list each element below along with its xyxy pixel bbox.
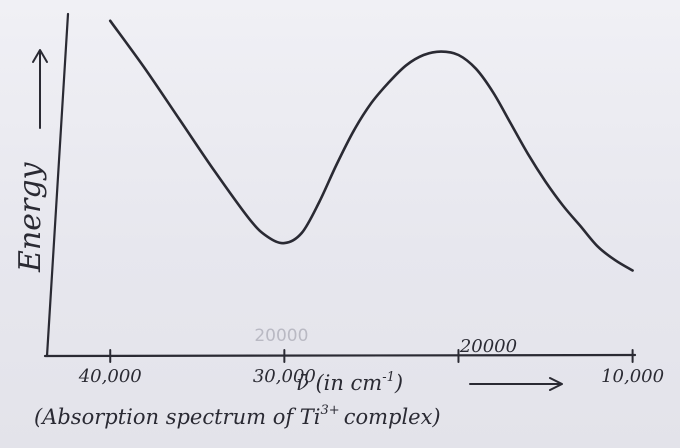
data-point [614,259,616,261]
data-point [284,242,286,244]
data-point [545,181,547,183]
data-point [144,68,146,70]
x-tick-label: 10,000 [601,366,664,387]
data-point [632,270,634,272]
x-axis-label-superscript: -1 [382,370,395,385]
data-point [440,51,442,53]
data-point [249,218,251,220]
series [109,20,633,271]
data-point [493,92,495,94]
data-point [405,65,407,67]
data-point [214,171,216,173]
data-point [353,130,355,132]
caption-superscript: 3+ [321,403,340,418]
data-point [266,236,268,238]
data-point [388,82,390,84]
data-point [318,201,320,203]
x-axis-label-text: ν̄ (in cm [296,371,382,395]
data-point [562,205,564,207]
caption-end: complex) [344,405,441,429]
x-tick-label: 40,000 [78,366,142,387]
caption-main: (Absorption spectrum of Ti [34,405,321,429]
x-axis-label-end: ) [394,371,403,395]
faint-tick-label: 20000 [254,326,308,346]
data-point [109,20,111,22]
chart-caption: (Absorption spectrum of Ti3+ complex) [34,403,441,429]
data-point [475,68,477,70]
absorption-curve [110,21,632,271]
x-axis [45,355,635,356]
data-point [423,54,425,56]
data-point [179,119,181,121]
y-axis [47,14,68,356]
data-point [336,164,338,166]
x-tick-label: 20000 [459,336,517,357]
data-point [458,54,460,56]
data-point [510,123,512,125]
axes [33,14,635,390]
data-point [371,102,373,104]
data-point [527,153,529,155]
x-axis-label: ν̄ (in cm-1) [296,370,403,395]
data-point [580,225,582,227]
data-point [597,246,599,248]
data-point [301,232,303,234]
y-axis-label: Energy [13,161,48,273]
